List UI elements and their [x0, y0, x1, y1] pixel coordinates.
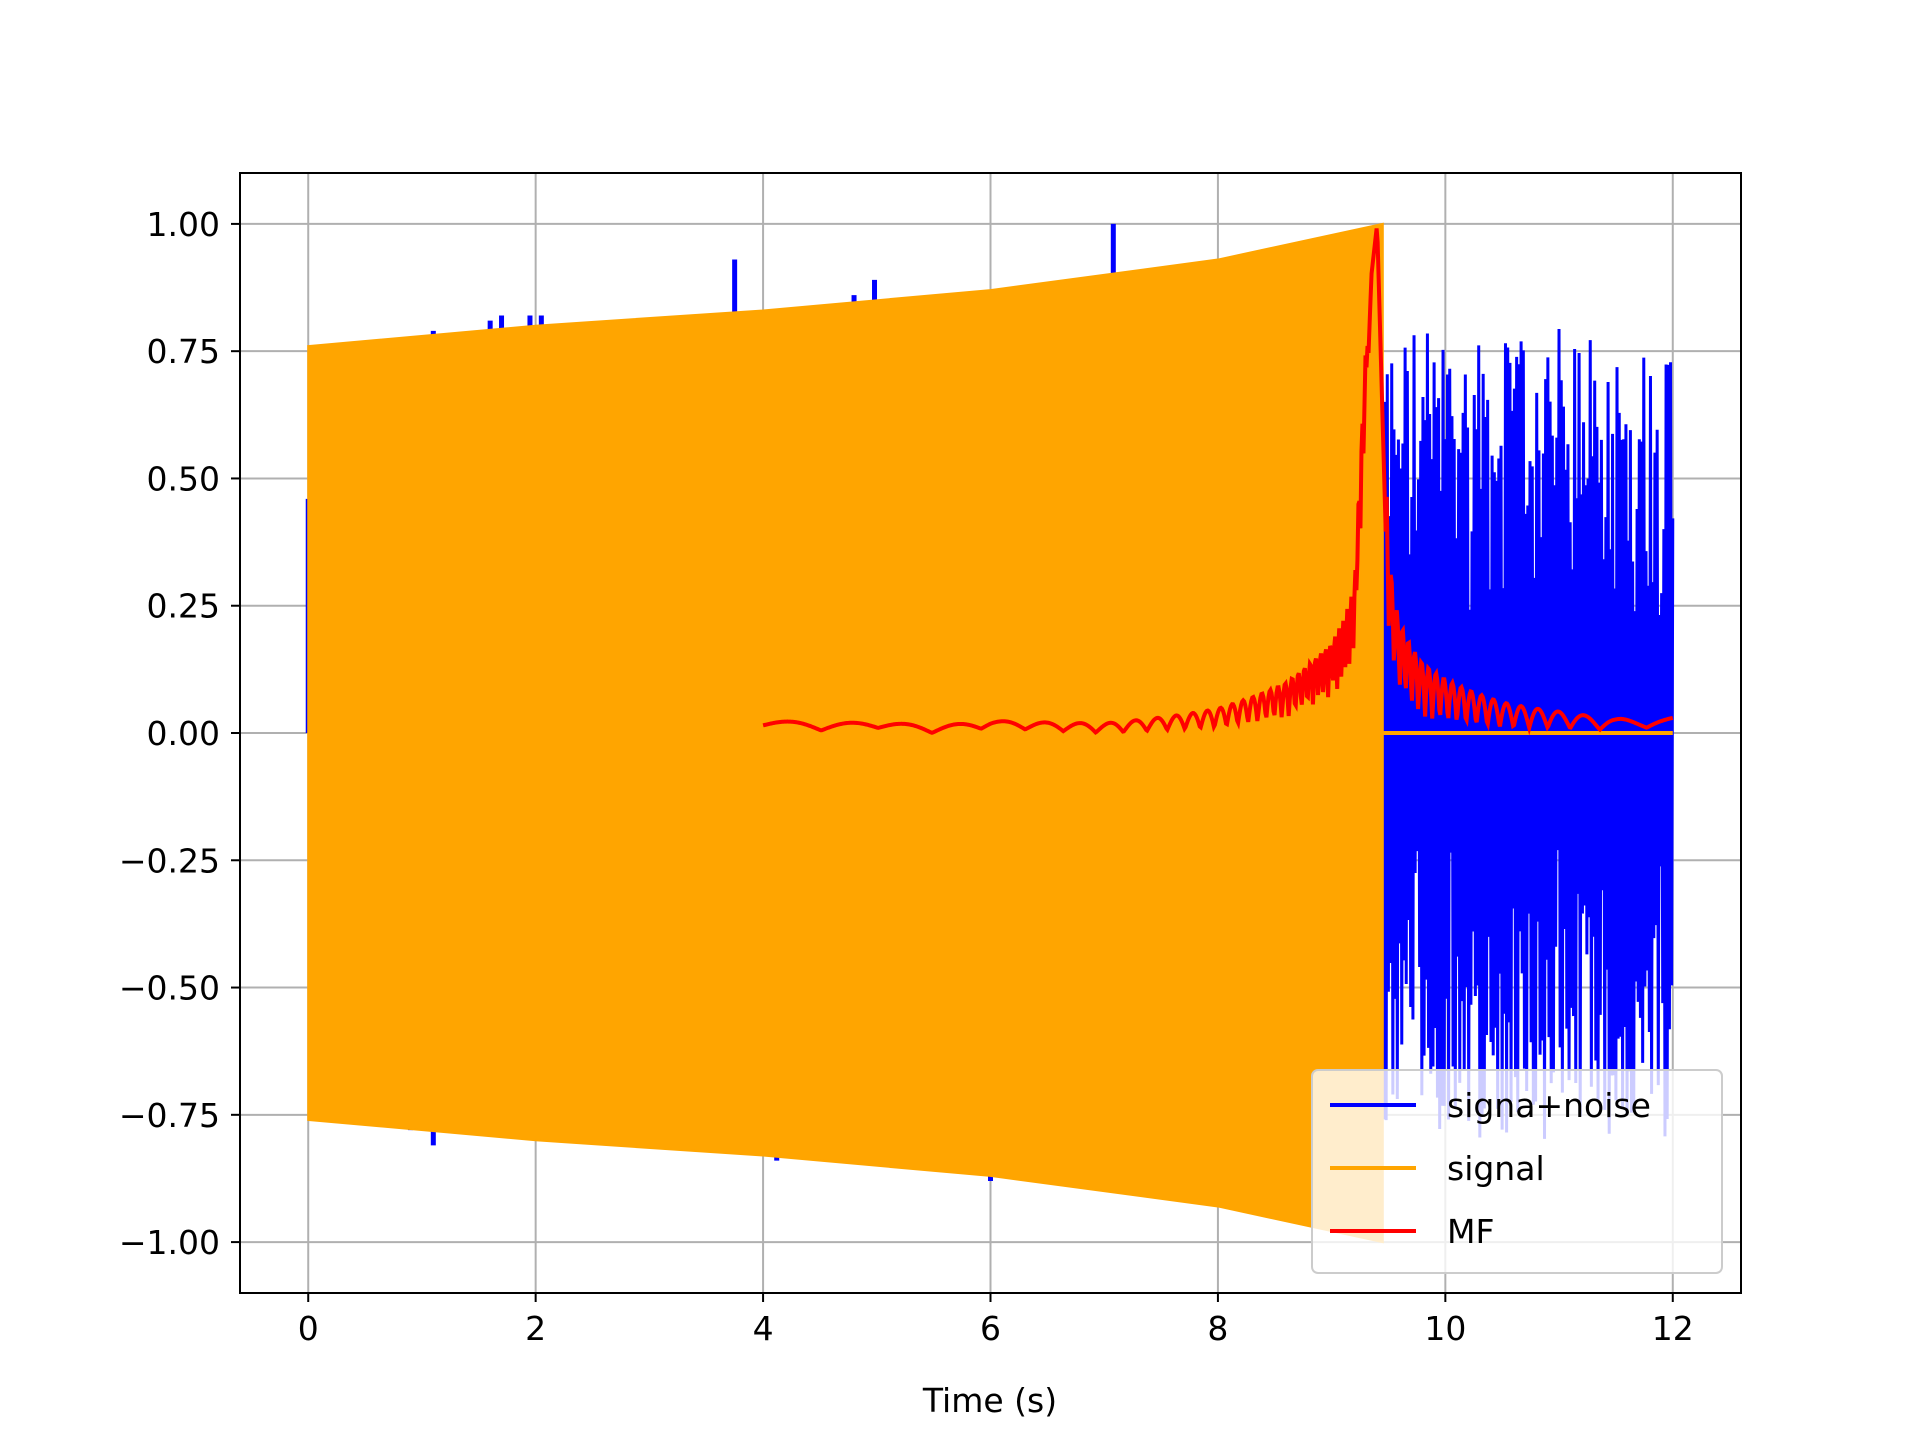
signal-envelope [307, 222, 1384, 1244]
x-tick-label: 2 [525, 1309, 546, 1348]
legend-label-signal-noise: signa+noise [1447, 1086, 1651, 1125]
legend-frame [1311, 1069, 1723, 1274]
tick-layer: 0 2 4 6 8 10 12 −1.00 −0.75 −0.50 −0.25 0.00 0.25 0.5… [119, 205, 1694, 1348]
y-tick-label: −1.00 [119, 1223, 220, 1262]
x-tick-label: 8 [1207, 1309, 1228, 1348]
x-tick-label: 12 [1652, 1309, 1694, 1348]
x-axis-label: Time (s) [922, 1381, 1057, 1420]
legend-label-mf: MF [1447, 1212, 1494, 1251]
mf-line [762, 228, 1674, 736]
x-tick-label: 6 [980, 1309, 1001, 1348]
y-tick-label: 0.75 [147, 332, 220, 371]
x-tick-label: 4 [753, 1309, 774, 1348]
y-tick-label: 0.25 [147, 587, 220, 626]
y-tick-label: −0.75 [119, 1096, 220, 1135]
y-tick-label: 1.00 [147, 205, 220, 244]
x-tick-label: 10 [1424, 1309, 1466, 1348]
y-tick-label: −0.50 [119, 969, 220, 1008]
legend-label-signal: signal [1447, 1149, 1545, 1188]
y-tick-label: 0.00 [147, 714, 220, 753]
legend: signa+noise signal MF [1311, 1069, 1723, 1274]
signal-noise-line [1381, 328, 1675, 1139]
y-tick-label: 0.50 [147, 459, 220, 498]
x-tick-label: 0 [298, 1309, 319, 1348]
y-tick-label: −0.25 [119, 841, 220, 880]
series-layer [305, 222, 1675, 1244]
